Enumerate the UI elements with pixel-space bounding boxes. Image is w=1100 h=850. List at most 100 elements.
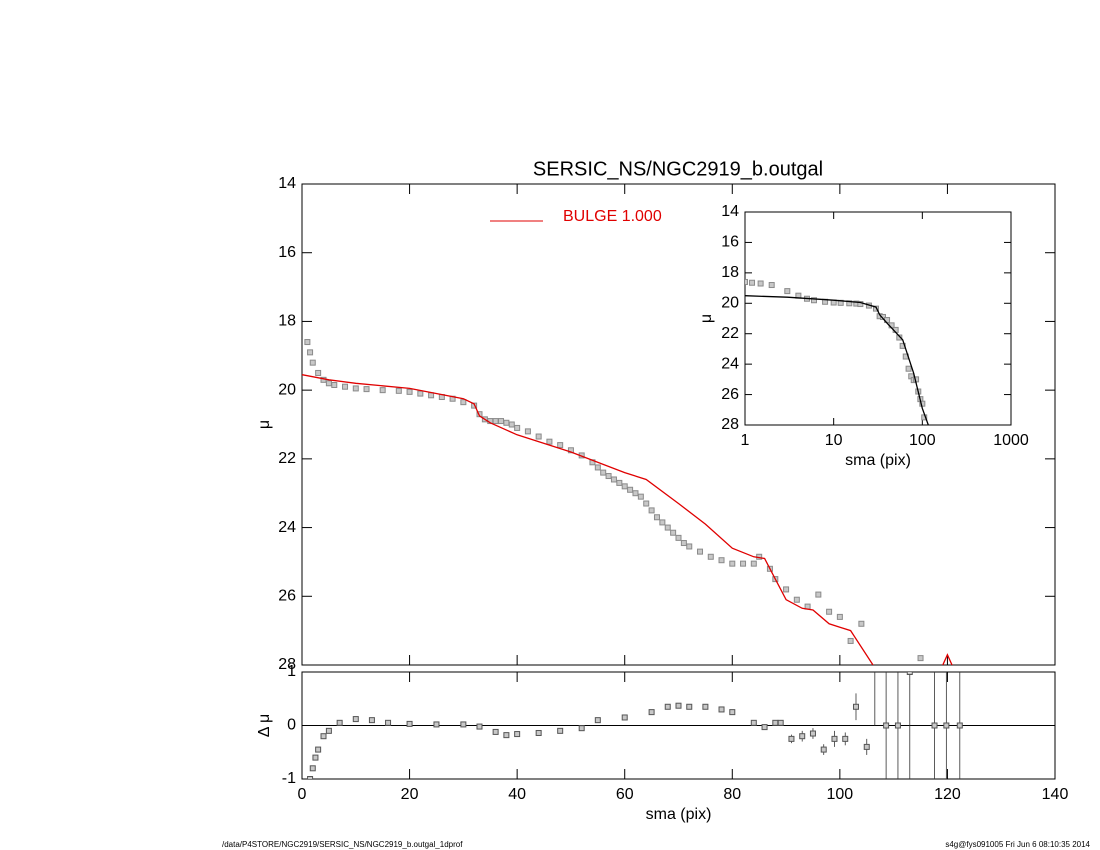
y-tick-label: 28: [278, 656, 296, 673]
data-point: [567, 447, 574, 454]
y-tick-label: 20: [278, 381, 296, 398]
data-point: [610, 476, 617, 483]
footer-path: /data/P4STORE/NGC2919/SERSIC_NS/NGC2919_…: [222, 840, 463, 849]
x-tick-label: 100: [909, 432, 936, 449]
data-point: [931, 722, 938, 729]
y-tick-label: 16: [721, 234, 739, 251]
data-point: [686, 543, 693, 550]
data-point: [331, 381, 338, 388]
chart-title: SERSIC_NS/NGC2919_b.outgal: [533, 158, 823, 180]
legend-label: BULGE 1.000: [563, 208, 662, 225]
data-point: [664, 524, 671, 531]
data-point: [395, 387, 402, 394]
y-tick-label: 1: [287, 663, 296, 680]
data-point: [836, 613, 843, 620]
data-point: [363, 386, 370, 393]
data-point: [745, 278, 748, 285]
data-point: [312, 754, 319, 761]
data-point: [325, 727, 332, 734]
data-point: [621, 714, 628, 721]
data-point: [406, 388, 413, 395]
footer-stamp: s4g@fys091005 Fri Jun 6 08:10:35 2014: [945, 840, 1090, 849]
data-point: [304, 339, 311, 346]
data-point: [616, 479, 623, 486]
data-point: [858, 620, 865, 627]
data-point: [675, 534, 682, 541]
data-point: [777, 719, 784, 726]
data-point: [637, 493, 644, 500]
data-point: [894, 722, 901, 729]
x-tick-label: 100: [827, 786, 854, 803]
y-tick-label: 22: [278, 450, 296, 467]
y-tick-label: 18: [278, 313, 296, 330]
y-tick-label: 26: [721, 386, 739, 403]
data-point: [905, 365, 912, 372]
data-point: [605, 473, 612, 480]
data-point: [471, 402, 478, 409]
data-point: [492, 418, 499, 425]
data-point: [872, 305, 879, 312]
data-point: [546, 438, 553, 445]
data-point: [417, 390, 424, 397]
data-point: [320, 733, 327, 740]
data-point: [342, 383, 349, 390]
x-tick-label: 1: [741, 432, 750, 449]
data-point: [643, 500, 650, 507]
x-axis-label: sma (pix): [845, 452, 911, 469]
data-point: [535, 729, 542, 736]
x-tick-label: 40: [508, 786, 526, 803]
data-point: [632, 490, 639, 497]
plot-area: [302, 339, 953, 665]
x-tick-label: 120: [934, 786, 961, 803]
plot-area: [302, 643, 1055, 779]
data-point: [784, 288, 791, 295]
data-point: [680, 540, 687, 547]
data-point: [831, 735, 838, 742]
y-tick-label: 28: [721, 416, 739, 433]
data-point: [352, 716, 359, 723]
data-point: [514, 731, 521, 738]
data-point: [788, 735, 795, 742]
data-point: [750, 560, 757, 567]
data-point: [315, 369, 322, 376]
data-point: [768, 282, 775, 289]
data-point: [653, 514, 660, 521]
y-axis-label: μ: [256, 420, 273, 429]
model-line: [745, 295, 930, 425]
data-point: [627, 486, 634, 493]
data-point: [307, 349, 314, 356]
data-point: [810, 297, 817, 304]
data-point: [385, 719, 392, 726]
data-point: [842, 735, 849, 742]
data-point: [498, 418, 505, 425]
data-point: [857, 301, 864, 308]
data-point: [750, 719, 757, 726]
data-point: [809, 730, 816, 737]
data-point: [896, 334, 903, 341]
data-point: [872, 643, 877, 648]
data-point: [508, 421, 515, 428]
plot-frame: [301, 183, 1056, 666]
data-point: [315, 746, 322, 753]
data-point: [664, 703, 671, 710]
y-tick-label: 26: [278, 588, 296, 605]
data-point: [761, 724, 768, 731]
data-point: [648, 709, 655, 716]
data-point: [659, 519, 666, 526]
data-point: [600, 469, 607, 476]
plot-area: [745, 278, 930, 425]
data-point: [307, 776, 314, 779]
data-point: [503, 732, 510, 739]
y-axis-label: μ: [698, 314, 715, 323]
data-point: [460, 399, 467, 406]
data-point: [749, 279, 756, 286]
data-point: [670, 529, 677, 536]
data-point: [757, 280, 764, 287]
y-tick-label: 16: [278, 244, 296, 261]
data-point: [799, 733, 806, 740]
data-point: [883, 722, 890, 729]
data-point: [309, 359, 316, 366]
y-tick-label: -1: [282, 770, 296, 787]
x-tick-label: 10: [825, 432, 843, 449]
